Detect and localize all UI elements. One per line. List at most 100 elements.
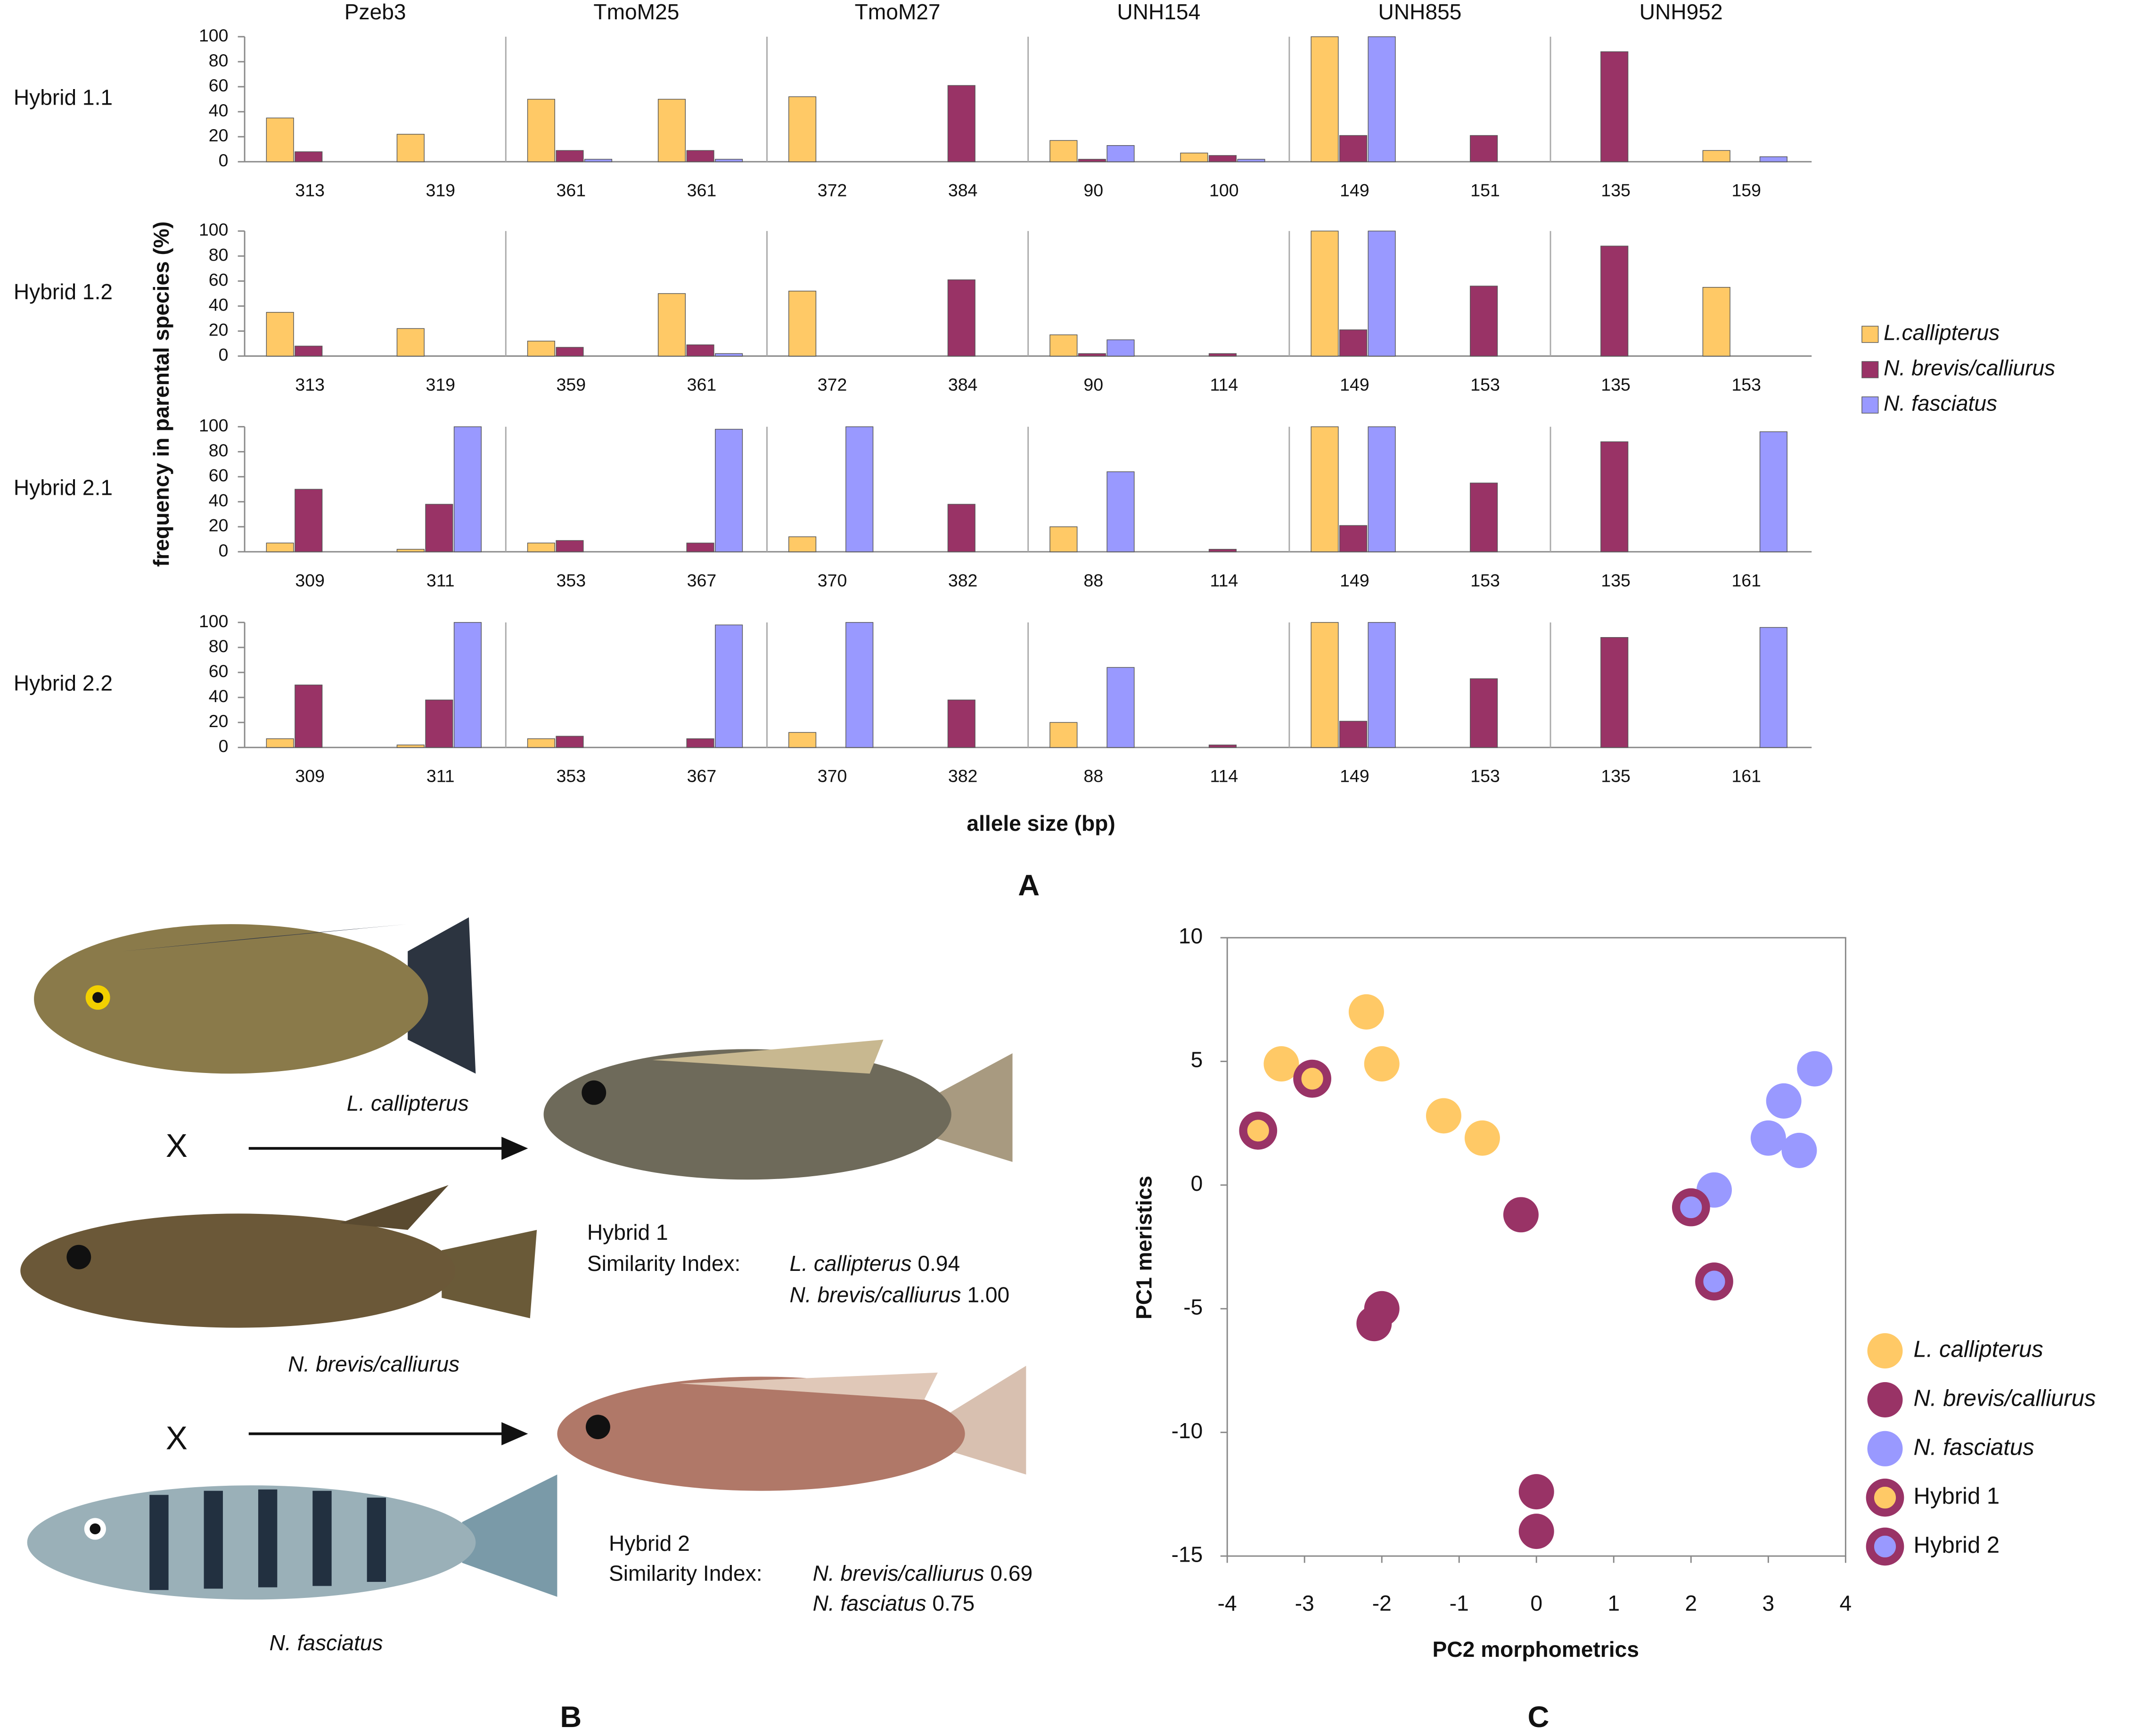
marker-name: UNH154 xyxy=(1117,0,1200,24)
bar xyxy=(1470,483,1498,552)
fish-n-fasciatus xyxy=(27,1474,557,1600)
allele-label: 309 xyxy=(295,766,325,786)
legend-label: N. brevis/calliurus xyxy=(1914,1385,2096,1411)
y-tick-label: 0 xyxy=(219,540,229,560)
bar xyxy=(1339,329,1368,357)
row-label: Hybrid 2.1 xyxy=(14,475,113,500)
allele-label: 151 xyxy=(1470,180,1500,200)
y-tick-label: 10 xyxy=(1179,924,1203,948)
allele-label: 361 xyxy=(687,375,717,394)
bar xyxy=(686,542,714,552)
bar xyxy=(1470,135,1498,162)
marker-name: UNH952 xyxy=(1639,0,1723,24)
marker-name: Pzeb3 xyxy=(344,0,406,24)
bar xyxy=(527,98,555,162)
allele-label: 161 xyxy=(1731,766,1761,786)
bar xyxy=(556,736,584,748)
similarity-label: Similarity Index: xyxy=(609,1561,762,1586)
bar xyxy=(266,738,294,748)
legend-marker xyxy=(1867,1333,1903,1369)
allele-label: 153 xyxy=(1470,375,1500,394)
x-tick-label: 4 xyxy=(1840,1591,1852,1615)
allele-label: 382 xyxy=(948,570,978,590)
bar xyxy=(947,699,975,748)
allele-label: 90 xyxy=(1083,180,1103,200)
allele-label: 372 xyxy=(818,375,847,394)
allele-label: 88 xyxy=(1083,570,1103,590)
bar xyxy=(396,134,425,162)
allele-label: 149 xyxy=(1340,766,1369,786)
y-tick-label: 5 xyxy=(1191,1048,1203,1072)
bar xyxy=(788,732,817,748)
point xyxy=(1239,1111,1278,1150)
allele-label: 114 xyxy=(1210,766,1238,786)
legend-label: N. brevis/calliurus xyxy=(1884,356,2055,380)
cross-symbol: X xyxy=(166,1127,188,1164)
bar xyxy=(556,150,584,162)
y-tick-label: 20 xyxy=(209,125,229,145)
point xyxy=(1695,1262,1733,1301)
y-tick-label: 60 xyxy=(209,466,229,485)
allele-label: 159 xyxy=(1731,180,1761,200)
cross-symbol: X xyxy=(166,1419,188,1456)
fish-hybrid-2 xyxy=(557,1366,1026,1491)
allele-label: 370 xyxy=(818,570,847,590)
bar xyxy=(657,98,686,162)
panel-letter: A xyxy=(1018,869,1040,902)
row-label: Hybrid 1.1 xyxy=(14,85,113,110)
bar xyxy=(715,353,743,357)
bar xyxy=(715,159,743,162)
allele-label: 309 xyxy=(295,570,325,590)
similarity-score: N. brevis/calliurus 1.00 xyxy=(790,1282,1010,1307)
allele-label: 359 xyxy=(557,375,586,394)
x-tick-label: 3 xyxy=(1762,1591,1775,1615)
bar xyxy=(527,542,555,552)
allele-label: 361 xyxy=(687,180,717,200)
bar xyxy=(1368,230,1396,357)
bar xyxy=(1106,471,1135,552)
x-tick-label: -4 xyxy=(1218,1591,1237,1615)
species-label: L. callipterus xyxy=(347,1091,469,1115)
bar xyxy=(686,344,714,357)
point xyxy=(1263,1046,1299,1082)
legend-swatch xyxy=(1861,361,1879,378)
legend-label: L. callipterus xyxy=(1914,1337,2043,1362)
legend-label: N. fasciatus xyxy=(1914,1434,2034,1460)
x-axis-label: PC2 morphometrics xyxy=(1433,1637,1639,1662)
allele-label: 372 xyxy=(818,180,847,200)
bar xyxy=(396,549,425,552)
y-tick-label: 20 xyxy=(209,711,229,731)
point xyxy=(1797,1051,1833,1087)
allele-label: 313 xyxy=(295,375,325,394)
allele-label: 384 xyxy=(948,375,978,394)
y-tick-label: 0 xyxy=(219,736,229,756)
legend-marker xyxy=(1867,1431,1903,1466)
legend-label: N. fasciatus xyxy=(1884,391,1997,416)
y-tick-label: 0 xyxy=(219,150,229,170)
similarity-score: L. callipterus 0.94 xyxy=(790,1251,960,1276)
legend-label: Hybrid 1 xyxy=(1914,1483,2000,1509)
allele-label: 370 xyxy=(818,766,847,786)
bar xyxy=(1702,287,1730,357)
bar xyxy=(1311,36,1339,162)
bar xyxy=(266,117,294,162)
point xyxy=(1348,994,1384,1030)
x-tick-label: 0 xyxy=(1530,1591,1542,1615)
bar xyxy=(788,96,817,162)
point xyxy=(1293,1059,1331,1098)
fish-n-brevis xyxy=(20,1185,537,1328)
bar xyxy=(715,624,743,748)
allele-label: 114 xyxy=(1210,570,1238,590)
y-tick-label: 60 xyxy=(209,75,229,95)
bar xyxy=(1702,150,1730,162)
bar xyxy=(1311,622,1339,748)
bar xyxy=(1600,51,1629,162)
legend-swatch xyxy=(1861,326,1879,343)
bar xyxy=(425,699,453,748)
bar xyxy=(453,426,482,552)
bar xyxy=(556,347,584,357)
allele-label: 311 xyxy=(426,766,455,786)
y-tick-label: 20 xyxy=(209,516,229,535)
fish-hybrid-1 xyxy=(543,1040,1013,1180)
point xyxy=(1518,1474,1554,1510)
